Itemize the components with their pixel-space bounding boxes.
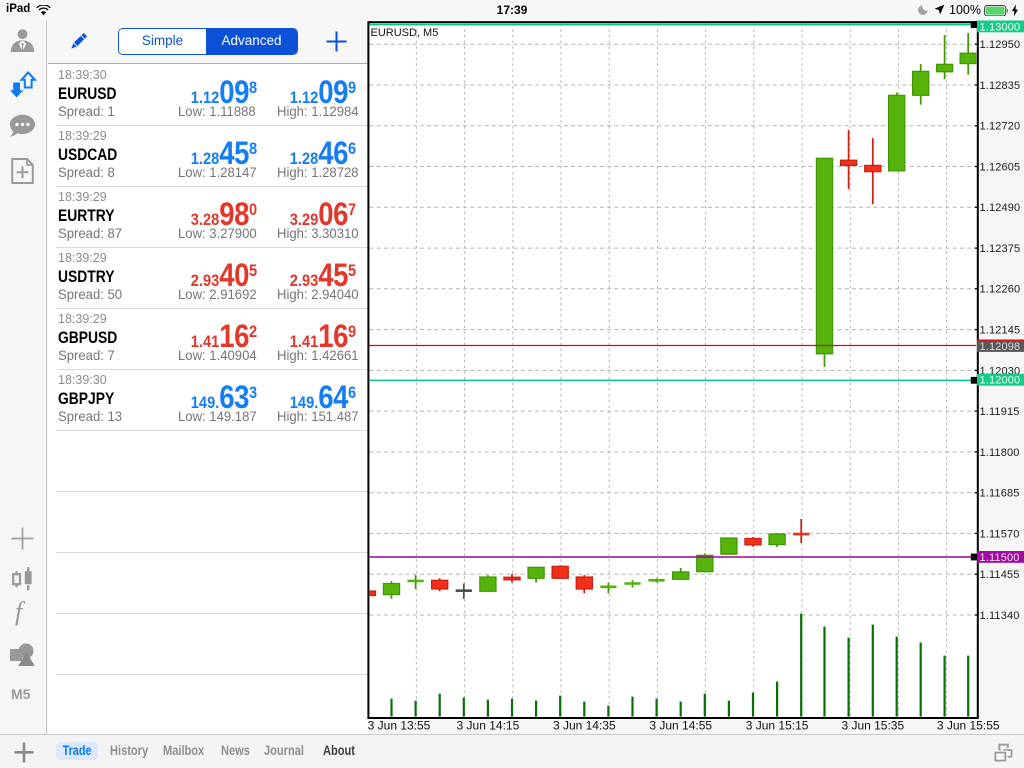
svg-text:1.11455: 1.11455 [980, 569, 1020, 581]
svg-text:1.11685: 1.11685 [980, 488, 1020, 500]
svg-text:1.12260: 1.12260 [980, 284, 1021, 296]
svg-text:3 Jun 14:55: 3 Jun 14:55 [649, 719, 712, 733]
svg-text:1.12375: 1.12375 [980, 243, 1021, 255]
svg-text:1.11800: 1.11800 [980, 447, 1020, 459]
svg-text:1.12950: 1.12950 [980, 39, 1021, 51]
svg-text:1.13000: 1.13000 [980, 21, 1021, 33]
svg-text:1.11340: 1.11340 [980, 610, 1020, 622]
svg-text:1.12098: 1.12098 [980, 341, 1021, 353]
svg-text:3 Jun 14:15: 3 Jun 14:15 [457, 719, 520, 733]
svg-text:1.12145: 1.12145 [980, 325, 1021, 337]
svg-text:1.12835: 1.12835 [980, 80, 1021, 92]
svg-text:3 Jun 13:55: 3 Jun 13:55 [368, 719, 431, 733]
svg-text:3 Jun 14:35: 3 Jun 14:35 [553, 719, 616, 733]
svg-text:3 Jun 15:15: 3 Jun 15:15 [746, 719, 809, 733]
svg-text:3 Jun 15:55: 3 Jun 15:55 [937, 719, 1000, 733]
svg-text:1.11500: 1.11500 [980, 552, 1020, 564]
svg-text:3 Jun 15:35: 3 Jun 15:35 [841, 719, 904, 733]
svg-text:1.12605: 1.12605 [980, 161, 1021, 173]
svg-text:1.12720: 1.12720 [980, 121, 1021, 133]
svg-text:1.11915: 1.11915 [980, 406, 1020, 418]
svg-text:1.11570: 1.11570 [980, 528, 1020, 540]
svg-text:1.12490: 1.12490 [980, 202, 1021, 214]
svg-text:EURUSD, M5: EURUSD, M5 [371, 27, 439, 39]
svg-text:1.12000: 1.12000 [980, 375, 1021, 387]
